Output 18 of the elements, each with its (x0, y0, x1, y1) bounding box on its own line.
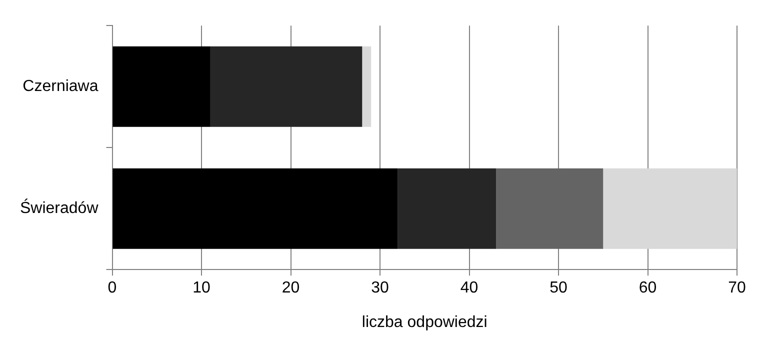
bar (210, 46, 362, 127)
bar (112, 46, 210, 127)
y-tick-label: Czerniawa (22, 78, 98, 96)
x-axis-title: liczba odpowiedzi (362, 314, 488, 331)
bar (362, 46, 372, 127)
y-tick-label: Świeradów (20, 198, 99, 218)
x-tick-label: 20 (282, 280, 300, 297)
x-tick-label: 50 (550, 280, 568, 297)
bar (112, 168, 398, 249)
x-tick-label: 30 (371, 280, 390, 297)
bar (496, 168, 604, 249)
x-tick-label: 60 (638, 280, 657, 297)
bar (398, 168, 496, 249)
x-tick-label: 10 (192, 280, 211, 297)
x-tick-label: 40 (460, 280, 478, 297)
x-tick-label: 0 (108, 280, 117, 297)
x-tick-label: 70 (728, 280, 746, 297)
bar (603, 168, 737, 249)
